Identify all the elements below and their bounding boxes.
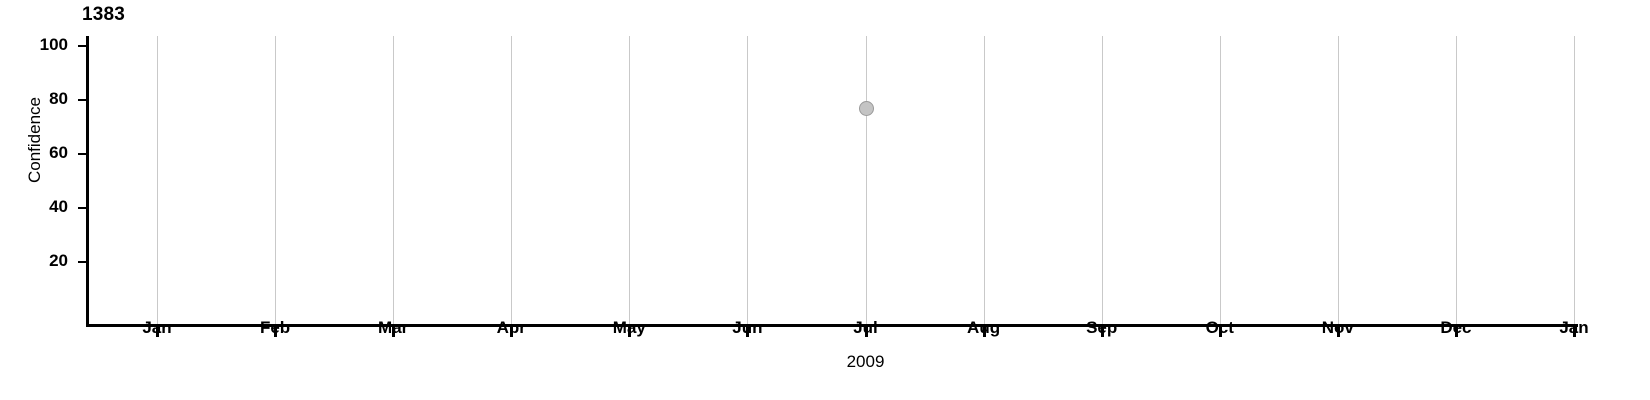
x-axis-tick-label: Nov <box>1321 318 1354 337</box>
x-axis-tick <box>1454 327 1458 337</box>
gridline <box>865 36 867 324</box>
x-axis-tick-label: Dec <box>1440 318 1472 337</box>
x-axis-tick <box>274 327 278 337</box>
plot-area <box>89 36 1578 324</box>
x-axis-tick <box>746 327 750 337</box>
chart-title: 1383 <box>82 4 126 25</box>
y-axis-tick <box>78 45 87 47</box>
x-axis-line <box>86 324 1578 327</box>
y-axis-tick-label: 100 <box>39 35 68 54</box>
x-axis-tick-label: Feb <box>259 318 291 337</box>
y-axis-tick-label: 20 <box>49 251 68 270</box>
x-axis-tick-label: May <box>612 318 646 337</box>
x-axis-tick <box>510 327 514 337</box>
y-axis-tick-label: 80 <box>49 89 68 108</box>
x-axis-tick <box>1218 327 1222 337</box>
x-axis-tick <box>1100 327 1104 337</box>
x-axis-tick <box>156 327 159 337</box>
y-axis-tick <box>78 261 87 263</box>
x-axis-tick-label: Oct <box>1205 318 1234 337</box>
x-axis-tick <box>864 327 868 337</box>
x-axis-tick-label: Aug <box>967 318 1001 337</box>
x-axis-title: 2009 <box>846 352 885 371</box>
gridline <box>629 36 631 324</box>
y-axis-tick-label: 40 <box>49 197 68 216</box>
gridline <box>157 36 158 324</box>
x-axis-tick-label: Jan <box>142 318 172 337</box>
y-axis-tick-label: 60 <box>49 143 68 162</box>
data-point[interactable] <box>858 101 874 117</box>
gridline <box>275 36 277 324</box>
gridline <box>393 36 395 324</box>
y-axis-tick <box>78 99 87 101</box>
x-axis-tick <box>392 327 396 337</box>
x-axis-tick <box>982 327 986 337</box>
y-axis-title: Confidence <box>25 97 44 184</box>
gridline <box>1337 36 1339 324</box>
y-axis-line <box>86 36 89 327</box>
x-axis-tick-label: Apr <box>496 318 526 337</box>
x-axis-tick-label: Jan <box>1559 318 1589 337</box>
gridline <box>1101 36 1103 324</box>
x-axis-tick <box>628 327 632 337</box>
x-axis-tick <box>1573 327 1576 337</box>
y-axis-tick <box>78 207 87 209</box>
x-axis-tick-label: Sep <box>1086 318 1118 337</box>
gridline <box>983 36 985 324</box>
gridline <box>747 36 749 324</box>
gridline <box>1574 36 1575 324</box>
x-axis-tick-label: Jun <box>732 318 763 337</box>
gridline <box>1219 36 1221 324</box>
x-axis-tick-label: Jul <box>853 318 878 337</box>
x-axis-tick-label: Mar <box>378 318 409 337</box>
gridline <box>511 36 513 324</box>
x-axis-tick <box>1336 327 1340 337</box>
y-axis-tick <box>78 153 87 155</box>
gridline <box>1455 36 1457 324</box>
